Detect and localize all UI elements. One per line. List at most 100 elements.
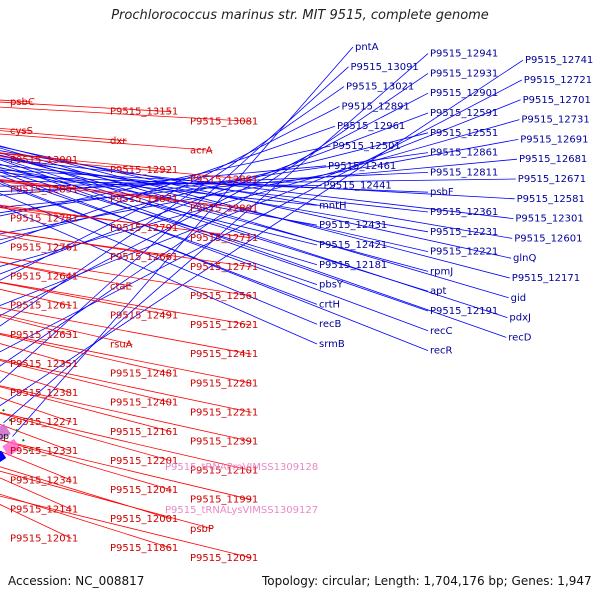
trna-gene-label: P9515_tRNAProVIMSS1309128 xyxy=(165,462,318,473)
forward-label-leader xyxy=(0,334,172,374)
map-title: Prochlorococcus marinus str. MIT 9515, c… xyxy=(111,8,489,23)
reverse-gene-label: P9515_12551 xyxy=(430,128,498,139)
forward-label-leader xyxy=(0,261,133,287)
forward-label-leader xyxy=(0,423,72,452)
reverse-gene-label: P9515_12581 xyxy=(517,194,585,205)
reverse-gene-label: P9515_12931 xyxy=(430,68,498,79)
reverse-label-leader xyxy=(0,181,429,351)
reverse-label-leader xyxy=(0,175,318,285)
forward-label-leader xyxy=(0,281,252,326)
reverse-gene-label: P9515_12231 xyxy=(430,227,498,238)
forward-label-leader xyxy=(0,282,172,316)
reverse-gene-label: P9515_12501 xyxy=(333,141,401,152)
reverse-gene-label: P9515_12601 xyxy=(514,233,582,244)
forward-gene-label: P9515_12401 xyxy=(110,398,178,409)
reverse-gene-label: pdxJ xyxy=(509,313,531,324)
forward-gene-label: P9515_12101 xyxy=(190,466,258,477)
reverse-gene-label: P9515_12301 xyxy=(515,214,583,225)
forward-label-leader xyxy=(0,256,252,297)
reverse-label-leader xyxy=(0,193,318,325)
reverse-label-leader xyxy=(0,152,508,318)
reverse-label-leader xyxy=(0,183,318,305)
forward-gene-label: P9515_12141 xyxy=(10,504,78,515)
forward-gene-label: P9515_12641 xyxy=(10,272,78,283)
forward-label-leader xyxy=(0,360,172,404)
forward-gene-label: P9515_12851 xyxy=(10,184,78,195)
forward-gene-label: P9515_12391 xyxy=(190,437,258,448)
reverse-gene-label: srmB xyxy=(319,339,345,350)
track-guide-ring xyxy=(0,403,32,452)
reverse-label-leader xyxy=(0,79,522,353)
forward-gene-label: acrA xyxy=(190,146,213,157)
reverse-gene-label: P9515_12701 xyxy=(523,95,591,106)
forward-label-leader xyxy=(0,156,252,180)
forward-label-leader xyxy=(0,130,127,142)
forward-label-leader xyxy=(0,495,252,559)
accession-info: Accession: NC_008817 xyxy=(8,574,144,588)
forward-gene-label: P9515_12801 xyxy=(190,204,258,215)
gene-box-glyph xyxy=(0,424,11,442)
forward-gene-label: P9515_12631 xyxy=(10,330,78,341)
forward-gene-label: rsuA xyxy=(110,340,133,351)
reverse-label-leader xyxy=(0,73,429,367)
forward-gene-label: P9515_12211 xyxy=(190,407,258,418)
reverse-label-leader xyxy=(0,157,429,292)
reverse-gene-label: crtH xyxy=(319,299,340,310)
reverse-label-leader xyxy=(0,145,510,279)
reverse-label-leader xyxy=(0,167,318,246)
forward-label-leader xyxy=(0,450,72,481)
reverse-gene-label: P9515_12741 xyxy=(525,55,593,66)
reverse-gene-label: rpmJ xyxy=(430,266,453,277)
forward-label-leader xyxy=(0,133,213,151)
reverse-gene-label: P9515_13021 xyxy=(346,82,414,93)
forward-label-leader xyxy=(0,206,252,239)
forward-label-leader xyxy=(0,313,133,345)
forward-gene-label: P9515_12201 xyxy=(110,456,178,467)
reverse-gene-label: P9515_12671 xyxy=(518,174,586,185)
forward-label-leader xyxy=(0,359,252,413)
reverse-gene-arrow xyxy=(0,450,7,463)
reverse-gene-label: recR xyxy=(430,346,453,357)
reverse-label-leader xyxy=(0,106,340,281)
forward-gene-label: P9515_12381 xyxy=(10,388,78,399)
forward-label-leader xyxy=(0,385,252,442)
reverse-label-leader xyxy=(0,167,318,226)
forward-label-leader xyxy=(0,412,252,471)
forward-label-leader xyxy=(0,439,252,501)
reverse-label-leader xyxy=(0,163,429,312)
forward-gene-label: P9515_12161 xyxy=(110,427,178,438)
forward-gene-label: psbP xyxy=(190,524,214,535)
forward-label-leader xyxy=(0,397,72,423)
forward-gene-label: P9515_12091 xyxy=(190,553,258,564)
reverse-gene-label: P9515_12441 xyxy=(324,181,392,192)
reverse-gene-label: recC xyxy=(430,326,453,337)
reverse-gene-label: P9515_12691 xyxy=(520,134,588,145)
forward-gene-label: P9515_12661 xyxy=(110,252,178,263)
reverse-label-leader xyxy=(0,139,519,235)
forward-gene-label: P9515_12041 xyxy=(110,485,178,496)
reverse-label-leader xyxy=(12,46,354,437)
reverse-gene-label: P9515_12421 xyxy=(319,240,387,251)
forward-gene-label: P9515_13151 xyxy=(110,107,178,118)
forward-label-leader xyxy=(0,386,172,433)
accession-label: Accession: xyxy=(8,574,72,588)
forward-label-leader xyxy=(0,470,213,530)
forward-gene-label: P9515_12011 xyxy=(10,534,78,545)
forward-label-leader xyxy=(0,370,72,394)
gene-box-glyph xyxy=(2,439,21,457)
forward-label-leader xyxy=(0,204,172,229)
forward-gene-label: P9515_12881 xyxy=(190,175,258,186)
reverse-label-leader xyxy=(0,125,336,245)
reverse-label-leader xyxy=(0,154,429,272)
forward-gene-label: P9515_12341 xyxy=(10,475,78,486)
topology-text: Topology: circular; xyxy=(262,574,371,588)
reverse-label-leader xyxy=(0,147,509,299)
reverse-gene-label: P9515_12171 xyxy=(512,273,580,284)
reverse-gene-label: P9515_12891 xyxy=(342,101,410,112)
genome-summary: Topology: circular; Length: 1,704,176 bp… xyxy=(262,574,592,588)
reverse-gene-label: P9515_12591 xyxy=(430,108,498,119)
reverse-gene-label: P9515_12681 xyxy=(519,154,587,165)
forward-gene-label: P9515_12621 xyxy=(190,320,258,331)
reverse-label-leader xyxy=(0,92,429,317)
